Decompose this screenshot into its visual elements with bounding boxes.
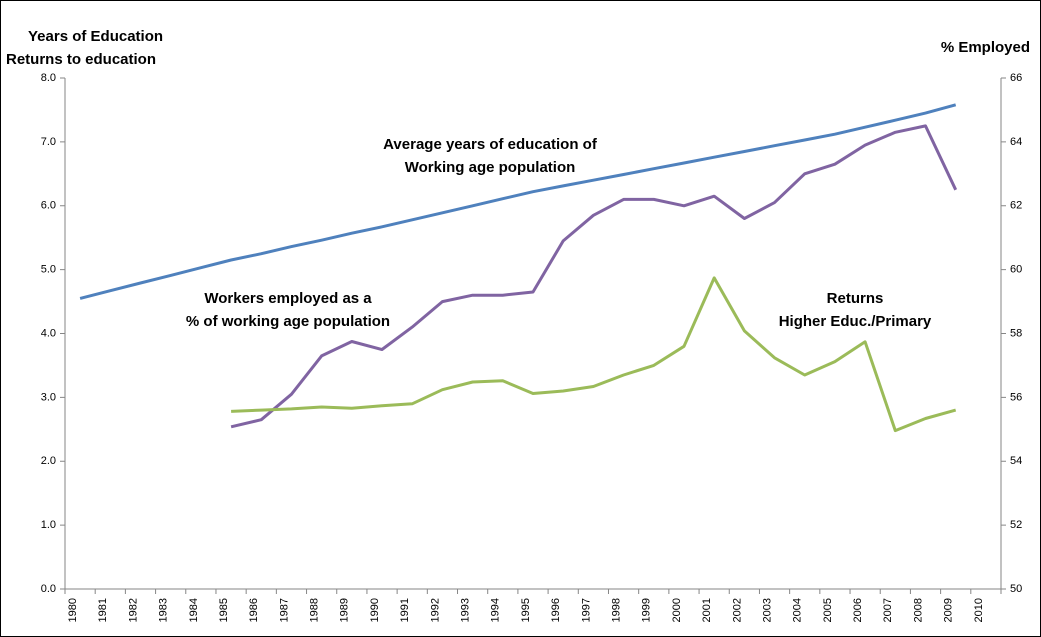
x-tick-label: 2002 (731, 598, 743, 622)
x-tick-label: 1999 (641, 598, 653, 622)
y2-tick-label: 58 (1010, 327, 1022, 339)
x-tick-label: 2001 (701, 598, 713, 622)
x-tick-label: 2000 (671, 598, 683, 622)
y2-tick-label: 66 (1010, 72, 1022, 84)
x-tick-label: 1991 (399, 598, 411, 622)
x-tick-label: 1980 (67, 598, 79, 622)
y-tick-label: 2.0 (41, 455, 56, 467)
y2-tick-label: 60 (1010, 264, 1022, 276)
y2-axis-title: % Employed (941, 39, 1030, 56)
series-line (230, 124, 958, 429)
x-tick-label: 1990 (369, 598, 381, 622)
x-tick-label: 2008 (912, 598, 924, 622)
y-tick-label: 5.0 (41, 264, 56, 276)
x-tick-label: 1987 (278, 598, 290, 622)
series-line (231, 276, 957, 433)
annotation: % of working age population (186, 313, 390, 330)
x-tick-label: 1996 (550, 598, 562, 622)
y-tick-label: 1.0 (41, 519, 56, 531)
annotation: Workers employed as a (204, 290, 372, 307)
y2-tick-label: 52 (1010, 519, 1022, 531)
x-tick-label: 1981 (97, 598, 109, 622)
x-tick-label: 2009 (943, 598, 955, 622)
y-tick-label: 7.0 (41, 136, 56, 148)
x-tick-label: 1988 (309, 598, 321, 622)
annotation: Returns (827, 290, 884, 307)
x-tick-label: 1995 (520, 598, 532, 622)
x-tick-label: 2004 (792, 598, 804, 622)
x-tick-label: 1989 (339, 598, 351, 622)
x-tick-label: 1983 (158, 598, 170, 622)
x-tick-label: 2007 (882, 598, 894, 622)
annotation: Average years of education of (383, 136, 598, 153)
x-tick-label: 1997 (580, 598, 592, 622)
x-tick-label: 2006 (852, 598, 864, 622)
series-line (79, 103, 957, 300)
y2-tick-label: 56 (1010, 391, 1022, 403)
y-tick-label: 3.0 (41, 391, 56, 403)
y2-tick-label: 64 (1010, 136, 1022, 148)
y-tick-label: 6.0 (41, 200, 56, 212)
x-tick-label: 1985 (218, 598, 230, 622)
y-tick-label: 0.0 (41, 583, 56, 595)
annotation: Working age population (405, 159, 576, 176)
x-tick-label: 1984 (188, 598, 200, 622)
x-tick-label: 1992 (429, 598, 441, 622)
y-axis-title: Years of Education (28, 28, 163, 45)
y2-tick-label: 62 (1010, 200, 1022, 212)
x-tick-label: 1982 (127, 598, 139, 622)
y-axis-title: Returns to education (6, 51, 156, 68)
y2-tick-label: 54 (1010, 455, 1022, 467)
x-tick-label: 2003 (761, 598, 773, 622)
y-tick-label: 8.0 (41, 72, 56, 84)
x-tick-label: 1994 (490, 598, 502, 622)
x-tick-label: 2005 (822, 598, 834, 622)
x-tick-label: 1986 (248, 598, 260, 622)
annotation: Higher Educ./Primary (779, 313, 932, 330)
x-tick-label: 2010 (973, 598, 985, 622)
y2-tick-label: 50 (1010, 583, 1022, 595)
x-tick-label: 1998 (610, 598, 622, 622)
x-tick-label: 1993 (460, 598, 472, 622)
y-tick-label: 4.0 (41, 327, 56, 339)
